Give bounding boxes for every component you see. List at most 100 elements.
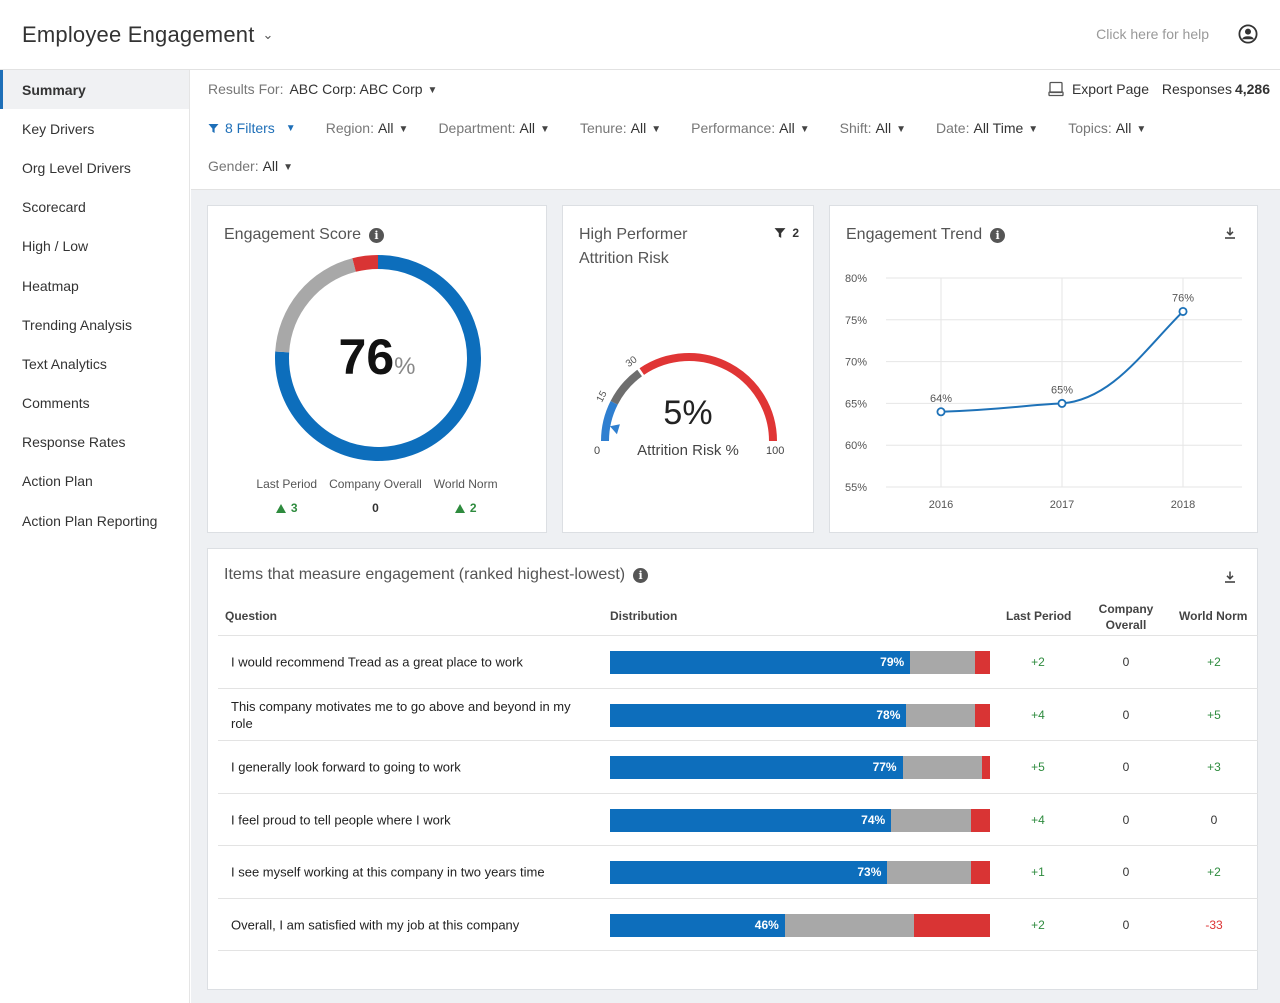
gauge-mark-15: 15 [595,389,610,404]
sidebar-item-org-level-drivers[interactable]: Org Level Drivers [0,148,189,187]
column-header-world-norm[interactable]: World Norm [1179,609,1248,623]
filter-tenure-dropdown[interactable]: Tenure: All ▼ [580,120,661,136]
last-period-value: +2 [1031,655,1045,669]
sidebar-item-label: High / Low [22,238,89,255]
table-row[interactable]: Overall, I am satisfied with my job at t… [218,898,1258,951]
question-text: Overall, I am satisfied with my job at t… [231,917,520,932]
download-icon[interactable] [1223,570,1237,584]
distribution-neutral [910,651,975,674]
column-header-last-period[interactable]: Last Period [1006,609,1072,623]
sidebar-item-comments[interactable]: Comments [0,384,189,423]
distribution-negative [974,703,990,727]
export-page-button[interactable]: Export Page [1048,81,1149,97]
table-row[interactable]: I see myself working at this company in … [218,845,1258,898]
app-title-dropdown[interactable]: Employee Engagement ⌄ [22,22,274,48]
stat-label: Company Overall [329,477,422,491]
sidebar-item-action-plan[interactable]: Action Plan [0,462,189,501]
chevron-down-icon: ▼ [896,124,907,135]
distribution-bar[interactable]: 79% [610,651,990,674]
distribution-bar[interactable]: 74% [610,808,990,832]
engagement-score-value: 76% [338,329,416,385]
filter-department-dropdown[interactable]: Department: All ▼ [438,120,550,136]
distribution-bar[interactable]: 73% [610,861,990,885]
column-header-company-overall[interactable]: Company Overall [1098,602,1154,632]
table-row[interactable]: This company motivates me to go above an… [218,687,1258,741]
table-row[interactable]: I generally look forward to going to wor… [218,740,1258,793]
info-icon[interactable]: i [990,228,1006,243]
y-tick-label: 65% [845,398,867,410]
stat-label: World Norm [433,477,498,491]
distribution-positive-label: 78% [876,707,901,722]
sidebar-item-heatmap[interactable]: Heatmap [0,266,189,305]
stat-label: Last Period [256,477,318,491]
sidebar-item-scorecard[interactable]: Scorecard [0,188,189,227]
responses-count: Responses 4,286 [1162,81,1270,97]
distribution-negative [982,756,990,780]
chevron-down-icon: ▼ [398,124,409,135]
results-for-value: ABC Corp: ABC Corp [289,81,423,97]
distribution-bar[interactable]: 46% [610,914,990,937]
distribution-positive-label: 79% [880,655,905,669]
question-text: I generally look forward to going to wor… [231,759,461,775]
filters-dropdown[interactable]: 8 Filters ▼ [208,120,296,136]
filter-gender-dropdown[interactable]: Gender: All ▼ [208,158,293,174]
results-for-dropdown[interactable]: ABC Corp: ABC Corp ▼ [289,81,437,97]
trend-up-icon [454,504,465,513]
info-icon[interactable]: i [633,568,649,583]
trend-point[interactable] [1057,398,1067,408]
attrition-filter-badge[interactable]: 2 [774,226,799,240]
help-link[interactable]: Click here for help [1096,26,1209,42]
main-content: Results For: ABC Corp: ABC Corp ▼ Export P… [191,70,1280,1003]
distribution-bar[interactable]: 77% [610,756,990,780]
sidebar-item-response-rates[interactable]: Response Rates [0,423,189,462]
chevron-down-icon: ▼ [1028,124,1039,135]
responses-label: Responses [1161,81,1232,97]
filter-region-dropdown[interactable]: Region: All ▼ [326,120,409,136]
funnel-icon [208,123,219,133]
question-text: I see myself working at this company in … [231,864,545,880]
distribution-positive: 46% [610,914,785,937]
info-icon[interactable]: i [368,228,384,243]
filter-shift-dropdown[interactable]: Shift: All ▼ [840,120,906,136]
filter-performance-dropdown[interactable]: Performance: All ▼ [691,120,810,136]
attrition-risk-caption: Attrition Risk % [637,442,739,459]
engagement-trend-title: Engagement Trend i [846,223,1006,247]
user-account-icon[interactable] [1238,24,1258,44]
distribution-positive: 77% [610,756,903,780]
gauge-segment-low [601,401,618,442]
gauge-pointer [609,424,620,435]
sidebar-item-label: Org Level Drivers [22,159,131,176]
table-row[interactable]: I would recommend Tread as a great place… [218,635,1258,688]
sidebar-item-label: Response Rates [22,434,126,451]
gauge-segment-medium [610,369,643,405]
stat-number: 3 [290,501,298,515]
sidebar-item-key-drivers[interactable]: Key Drivers [0,109,189,148]
sidebar-item-trending-analysis[interactable]: Trending Analysis [0,305,189,344]
distribution-bar[interactable]: 78% [610,703,990,727]
filter-date-dropdown[interactable]: Date: All Time ▼ [936,120,1038,136]
filter-label: Topics: [1068,120,1112,136]
sidebar-item-action-plan-reporting[interactable]: Action Plan Reporting [0,501,189,540]
filter-topics-dropdown[interactable]: Topics: All ▼ [1068,120,1146,136]
distribution-neutral [902,756,983,780]
funnel-icon [774,228,786,238]
chevron-down-icon: ▼ [799,124,810,135]
column-header-question[interactable]: Question [225,609,278,623]
sidebar-item-summary[interactable]: Summary [0,70,189,110]
ring-segment-positive [275,255,481,461]
sidebar-item-high-low[interactable]: High / Low [0,227,189,266]
table-row[interactable]: I feel proud to tell people where I work… [218,792,1258,846]
x-tick-label: 2016 [929,499,953,511]
column-header-distribution[interactable]: Distribution [610,609,678,623]
stat-last-period: Last Period 3 [250,477,323,515]
download-icon[interactable] [1223,226,1237,240]
filter-value: All [377,120,394,136]
filter-label: Tenure: [579,120,627,136]
trend-point[interactable] [1178,306,1188,316]
sidebar-item-label: Action Plan [22,473,93,490]
sidebar-item-text-analytics[interactable]: Text Analytics [0,344,189,383]
trend-point[interactable] [936,407,946,417]
distribution-positive-label: 77% [872,760,897,775]
y-tick-label: 70% [845,357,867,369]
results-for: Results For: ABC Corp: ABC Corp ▼ [208,81,437,97]
